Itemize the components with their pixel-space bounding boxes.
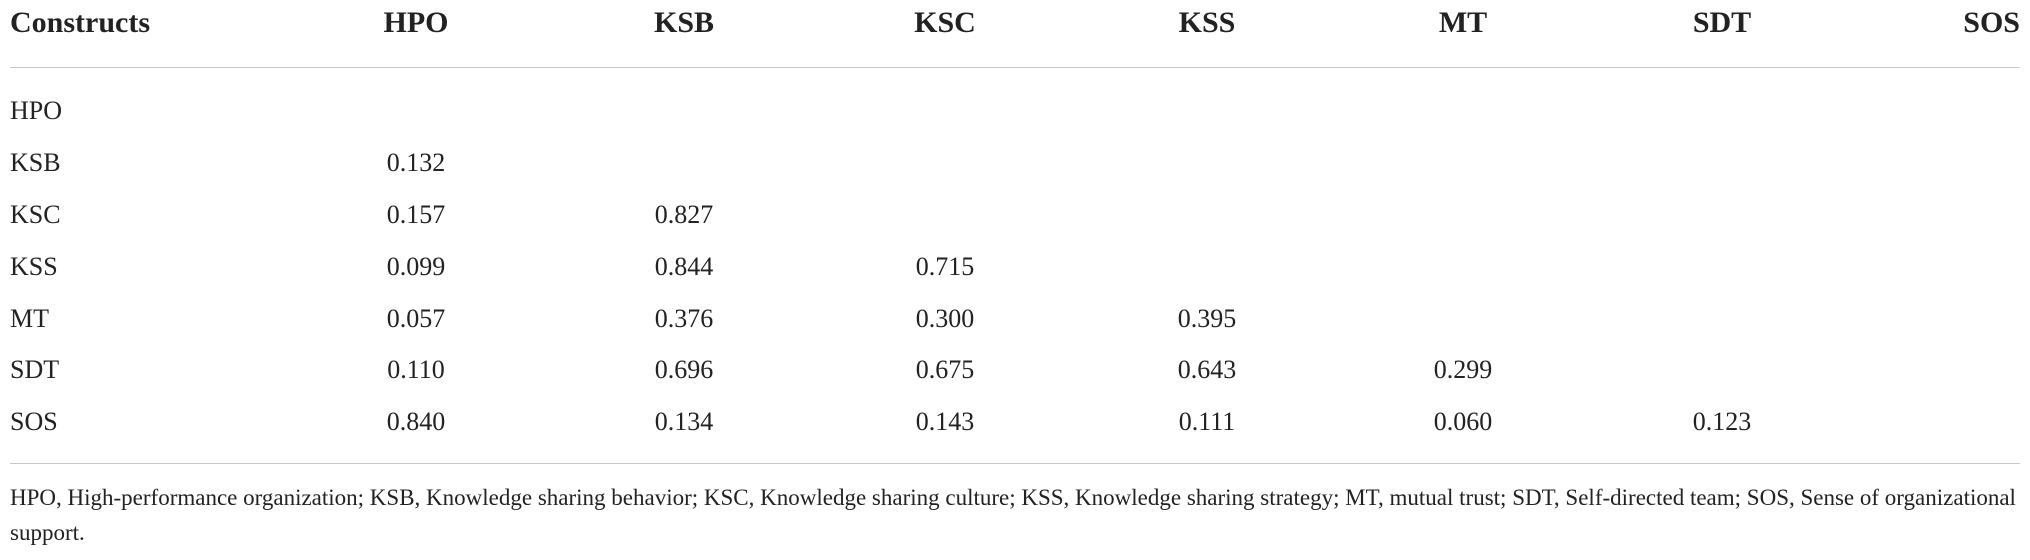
footnote: HPO, High-performance organization; KSB,… xyxy=(10,485,2016,545)
cell-value: 0.300 xyxy=(915,304,975,333)
cell-value: 0.123 xyxy=(1692,407,1752,436)
column-header: KSC xyxy=(914,6,976,39)
cell-value: 0.132 xyxy=(386,148,446,177)
row-label: MT xyxy=(10,304,49,333)
cell-value: 0.110 xyxy=(387,355,445,384)
row-label: HPO xyxy=(10,96,63,125)
cell-value: 0.134 xyxy=(654,407,714,436)
cell-value: 0.060 xyxy=(1433,407,1493,436)
column-header: KSS xyxy=(1178,6,1236,39)
cell-value: 0.675 xyxy=(915,355,975,384)
cell-value: 0.715 xyxy=(915,252,975,281)
header-rule xyxy=(10,67,2020,68)
cell-value: 0.827 xyxy=(654,200,714,229)
cell-value: 0.299 xyxy=(1433,355,1493,384)
row-label: KSC xyxy=(10,200,61,229)
column-header: HPO xyxy=(383,6,449,39)
table-bottom-rule xyxy=(10,463,2020,464)
column-header: KSB xyxy=(653,6,715,39)
cell-value: 0.376 xyxy=(654,304,714,333)
cell-value: 0.844 xyxy=(654,252,714,281)
cell-value: 0.057 xyxy=(386,304,446,333)
row-label: KSS xyxy=(10,252,58,281)
row-label: SOS xyxy=(10,407,58,436)
cell-value: 0.643 xyxy=(1177,355,1237,384)
cell-value: 0.395 xyxy=(1177,304,1237,333)
column-header: SOS xyxy=(1963,6,2020,39)
cell-value: 0.111 xyxy=(1178,407,1236,436)
row-label: SDT xyxy=(10,355,60,384)
cell-value: 0.099 xyxy=(386,252,446,281)
cell-value: 0.143 xyxy=(915,407,975,436)
cell-value: 0.840 xyxy=(386,407,446,436)
column-header: MT xyxy=(1438,6,1488,39)
row-label: KSB xyxy=(10,148,61,177)
column-header: Constructs xyxy=(10,6,150,39)
cell-value: 0.157 xyxy=(386,200,446,229)
cell-value: 0.696 xyxy=(654,355,714,384)
column-header: SDT xyxy=(1692,6,1752,39)
